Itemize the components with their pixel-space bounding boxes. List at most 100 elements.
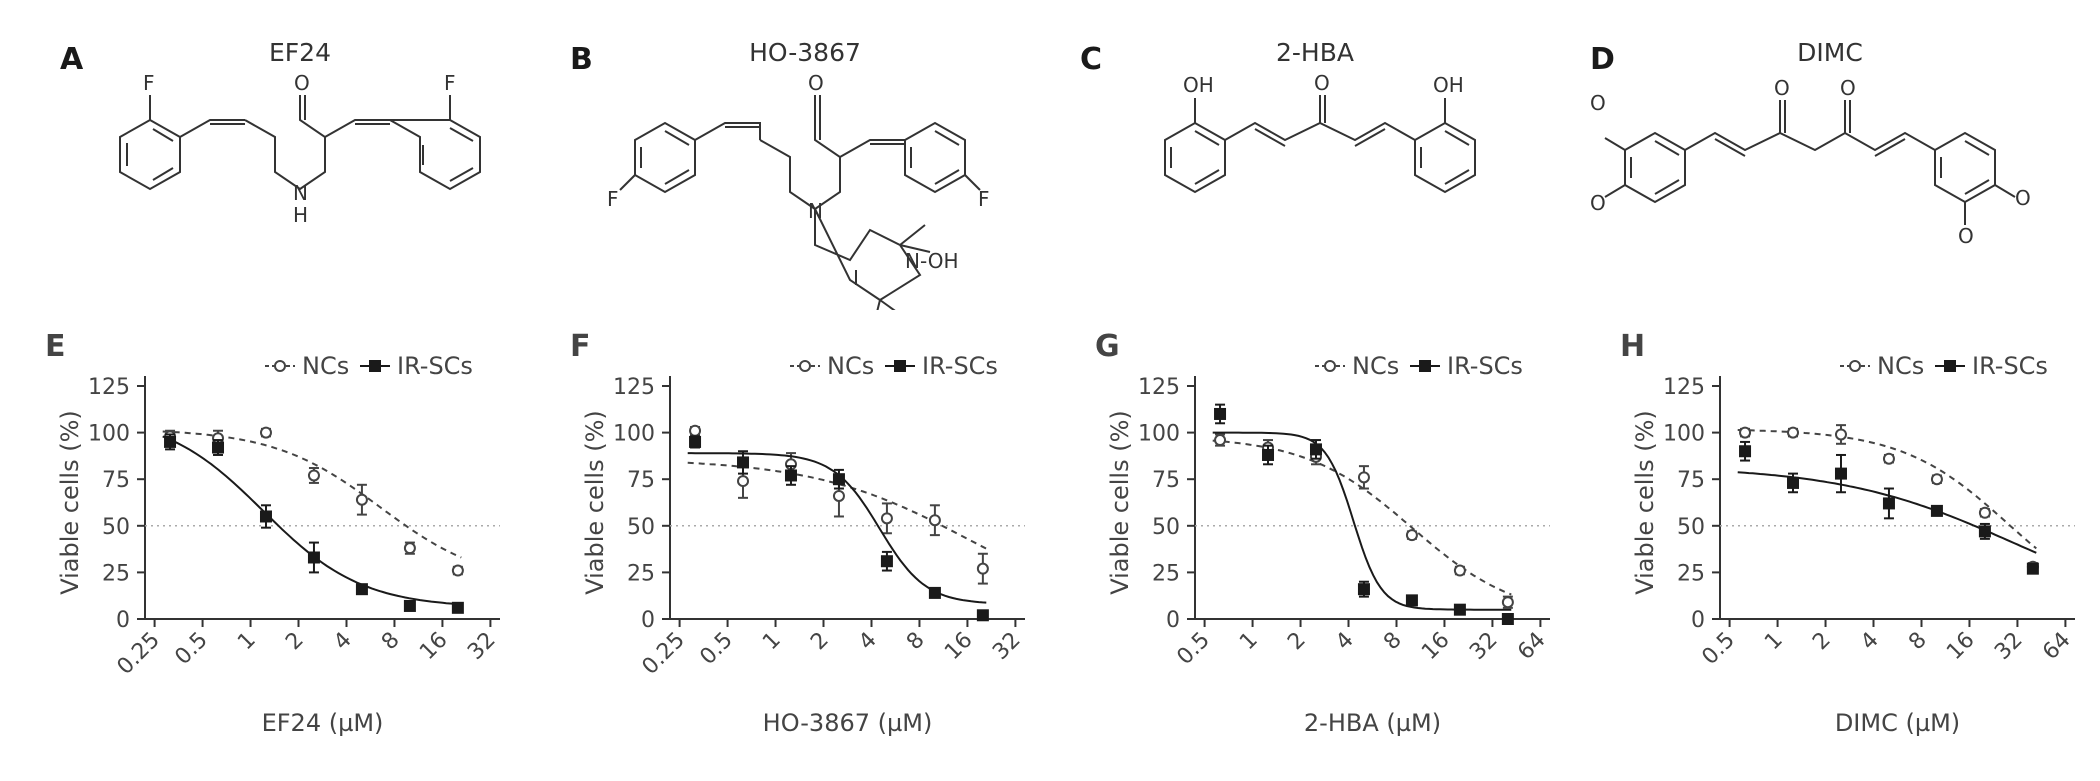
panel-letter-d: D	[1590, 42, 1615, 77]
y-tick-label: 100	[1138, 422, 1180, 447]
x-tick-label: 4	[329, 628, 357, 656]
fit-curve-ncs	[1212, 439, 1512, 596]
data-point-ncs	[307, 469, 320, 482]
y-axis-label: Viable cells (%)	[1106, 410, 1134, 595]
y-tick-label: 125	[1138, 375, 1180, 400]
x-tick-label: 0.5	[170, 628, 212, 670]
panel-letter-a: A	[60, 42, 84, 77]
structure-ef24: F O F N H	[119, 71, 481, 227]
x-tick-label: 8	[377, 628, 405, 656]
structure-title-dimc: DIMC	[1797, 38, 1863, 67]
legend-marker-irscs	[1419, 360, 1431, 372]
data-point-irscs	[1501, 613, 1514, 625]
structure-title-ef24: EF24	[269, 38, 331, 67]
y-tick-label: 125	[613, 375, 655, 400]
x-tick-label: 1	[233, 628, 261, 656]
ho3867-atom-noh: N-OH	[905, 249, 959, 273]
ef24-atom-n: N	[293, 181, 308, 205]
panel-letter-b: B	[570, 42, 593, 77]
legend-label-ncs: NCs	[1352, 352, 1399, 380]
y-axis-label: Viable cells (%)	[1631, 410, 1659, 595]
data-point-irscs	[164, 435, 177, 448]
data-point-ncs	[1787, 426, 1800, 439]
dimc-atom-o1: O	[1590, 91, 1606, 115]
data-point-ncs	[689, 424, 702, 437]
dose-response-chart-ho3867: F 0 25 50 75 100 125 0.25 0.5 1 2 4 8 16 32 Viable cell…	[570, 329, 1026, 737]
legend-label-ncs: NCs	[1877, 352, 1924, 380]
data-point-irscs	[1405, 594, 1418, 607]
legend-marker-irscs	[894, 360, 906, 372]
y-axis-label: Viable cells (%)	[581, 410, 609, 595]
x-axis-label: DIMC (µM)	[1835, 709, 1960, 737]
y-tick-label: 50	[627, 515, 655, 540]
x-tick-label: 2	[281, 628, 309, 656]
data-point-irscs	[1834, 467, 1847, 480]
x-tick-label: 1	[1235, 628, 1263, 656]
data-point-irscs	[1453, 603, 1466, 616]
data-point-ncs	[1739, 426, 1752, 439]
2hba-atom-oh1: OH	[1183, 73, 1214, 97]
x-tick-label: 16	[1417, 628, 1454, 665]
legend-marker-irscs	[369, 360, 381, 372]
x-tick-label: 2	[806, 628, 834, 656]
data-point-ncs	[1453, 564, 1466, 577]
data-point-irscs	[1882, 497, 1895, 510]
data-point-ncs	[355, 493, 368, 506]
y-tick-label: 75	[627, 468, 655, 493]
legend-marker-ncs	[799, 360, 811, 372]
ef24-atom-f2: F	[444, 71, 456, 95]
y-tick-label: 50	[1677, 515, 1705, 540]
data-point-ncs	[1930, 473, 1943, 486]
y-tick-label: 75	[1677, 468, 1705, 493]
data-point-ncs	[1501, 596, 1514, 609]
data-point-irscs	[737, 456, 750, 469]
x-tick-label: 0.5	[1697, 628, 1739, 670]
x-tick-label: 2	[1283, 628, 1311, 656]
y-tick-label: 25	[1677, 561, 1705, 586]
dimc-atom-o2: O	[1590, 191, 1606, 215]
2hba-atom-o: O	[1314, 71, 1330, 95]
legend-label-ncs: NCs	[302, 352, 349, 380]
ef24-atom-o: O	[294, 71, 310, 95]
panel-letter: H	[1620, 329, 1645, 364]
x-tick-label: 32	[988, 628, 1025, 665]
data-point-irscs	[928, 586, 941, 599]
x-tick-label: 1	[1760, 628, 1788, 656]
data-point-ncs	[832, 489, 845, 502]
ho3867-atom-f1: F	[607, 187, 619, 211]
dose-response-chart-2hba: G 0 25 50 75 100 125 0.5 1 2 4 8 16 32 64 Viable cells …	[1095, 329, 1551, 737]
data-point-irscs	[451, 601, 464, 614]
x-tick-label: 2	[1808, 628, 1836, 656]
x-tick-label: 32	[1990, 628, 2027, 665]
dimc-atom-o3: O	[1774, 76, 1790, 100]
x-tick-label: 8	[902, 628, 930, 656]
ho3867-atom-o: O	[808, 71, 824, 95]
fit-curve-ir-scs	[1212, 431, 1512, 611]
y-tick-label: 125	[88, 375, 130, 400]
data-point-irscs	[1787, 476, 1800, 489]
structure-2hba: OH O OH	[1164, 71, 1476, 194]
data-point-irscs	[259, 510, 272, 523]
data-point-irscs	[880, 555, 893, 568]
data-point-irscs	[403, 599, 416, 612]
y-tick-label: 50	[1152, 515, 1180, 540]
legend-marker-ncs	[274, 360, 286, 372]
x-tick-label: 32	[1465, 628, 1502, 665]
structure-title-ho3867: HO-3867	[749, 38, 861, 67]
fit-curve-ir-scs	[1737, 471, 2037, 554]
y-tick-label: 25	[1152, 561, 1180, 586]
legend-label-irscs: IR-SCs	[1972, 352, 2048, 380]
legend-marker-ncs	[1849, 360, 1861, 372]
ho3867-atom-f2: F	[978, 187, 990, 211]
x-tick-label: 16	[940, 628, 977, 665]
x-tick-label: 4	[1331, 628, 1359, 656]
fit-curve-ncs	[162, 430, 462, 559]
structure-dimc: O O O O O O	[1590, 76, 2031, 248]
dose-response-chart-dimc: H 0 25 50 75 100 125 0.5 1 2 4 8 16 32 64 Viable cells …	[1620, 329, 2076, 737]
x-tick-label: 0.25	[638, 628, 690, 680]
panel-letter-c: C	[1080, 42, 1103, 77]
data-point-ncs	[1882, 452, 1895, 465]
data-point-irscs	[784, 469, 797, 482]
legend-marker-ncs	[1324, 360, 1336, 372]
data-point-ncs	[1405, 529, 1418, 542]
